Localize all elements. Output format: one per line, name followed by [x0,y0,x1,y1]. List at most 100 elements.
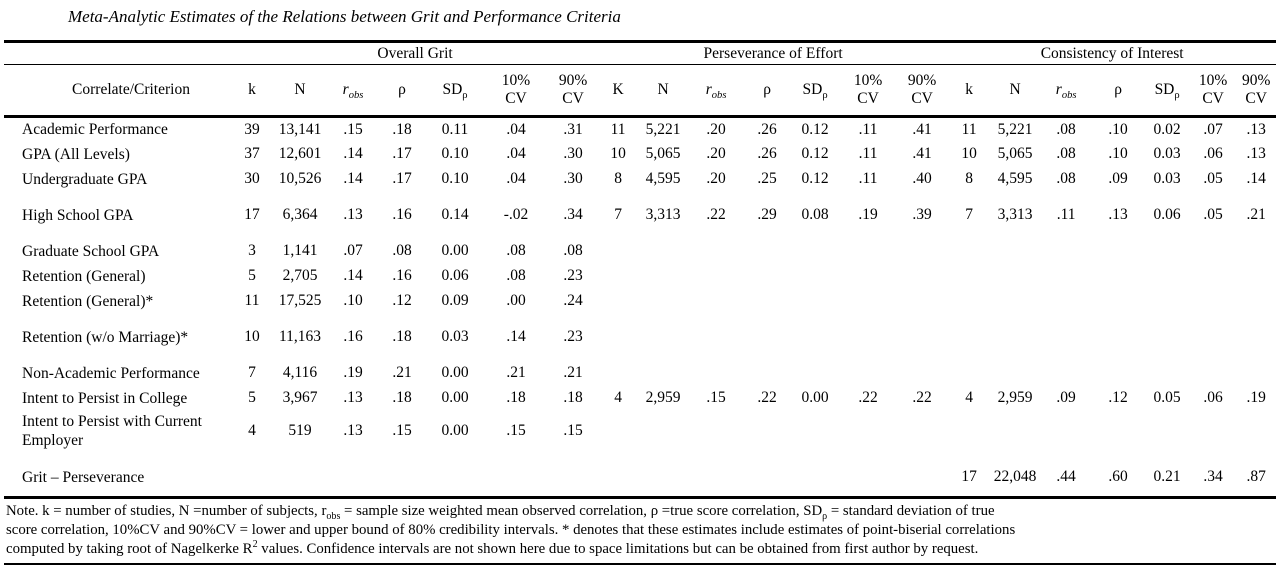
cell [484,465,548,490]
table-row: Retention (General)* 11 17,525 .10 .12 0.09 .0… [4,289,1276,314]
cell: .11 [858,120,878,138]
column-header: 10% CV [1190,64,1237,118]
cell: 5 [248,267,256,284]
cell: .18 [392,389,412,406]
cell [744,264,790,289]
table-row: Retention (General) 5 2,705 .14 .16 0.06 .08 .2… [4,264,1276,289]
cell: 17 [244,206,260,223]
cell [272,465,328,490]
cell [1236,289,1276,314]
cell: 4 [248,421,256,439]
cell: 2,959 [997,389,1033,406]
column-header: robs [1040,64,1093,118]
cell: .23 [563,267,583,284]
group-header-perseverance-of-effort: Perseverance of Effort [598,41,949,65]
cell [688,239,744,264]
cell: 13,141 [278,120,322,138]
cell: .13 [1108,206,1128,223]
cell [1144,289,1190,314]
cell: .14 [343,145,363,162]
cell [688,411,744,451]
cell [744,239,790,264]
cell: .31 [563,120,583,138]
cell: 0.09 [441,292,469,309]
cell: .14 [343,170,363,187]
data-table: Overall Grit Perseverance of Effort Cons… [4,40,1277,499]
cell [790,325,840,350]
column-header: ρ [378,64,426,118]
group-header-overall-grit: Overall Grit [232,41,599,65]
cell [1190,411,1236,451]
cell: 8 [965,170,973,187]
column-header: 90% CV [548,64,599,118]
cell [1092,361,1144,386]
cell [548,465,598,490]
cell: 0.03 [1153,170,1181,187]
column-header: SDρ [1144,64,1191,118]
row-label: Graduate School GPA [22,242,160,260]
cell [744,325,790,350]
cell: .08 [506,242,526,259]
cell [598,361,638,386]
row-label: GPA (All Levels) [22,145,130,163]
cell [1190,325,1236,350]
cell: 30 [244,170,260,187]
cell: -.02 [503,206,529,223]
cell: 0.00 [441,421,469,439]
cell: .15 [343,120,363,138]
cell [1092,264,1144,289]
cell: 0.11 [441,120,469,138]
cell [744,361,790,386]
cell [948,239,990,264]
cell: .13 [343,421,363,439]
table-row: GPA (All Levels) 37 12,601 .14 .17 0.10 .04 .30… [4,142,1276,167]
cell: .16 [392,206,412,223]
spacer-row [4,314,1276,325]
cell: .11 [1056,206,1076,223]
column-header: 90% CV [1236,64,1277,118]
cell [1040,325,1092,350]
cell [688,264,744,289]
cell [744,465,790,490]
cell: .18 [563,389,583,406]
cell: .41 [912,120,932,138]
cell: .18 [506,389,526,406]
cell: 10,526 [278,170,322,187]
cell: .22 [706,206,726,223]
cell: 6,364 [282,206,318,223]
cell: .08 [1056,145,1076,162]
cell: .13 [1246,145,1266,162]
cell [948,325,990,350]
cell: 0.10 [441,170,469,187]
cell: .07 [343,242,363,259]
row-label: Retention (w/o Marriage)* [22,328,189,346]
cell [638,465,688,490]
cell: 519 [288,421,312,439]
cell: .23 [563,328,583,345]
cell [1040,361,1092,386]
cell: 5,065 [645,145,681,162]
cell: .16 [343,328,363,345]
cell [896,325,948,350]
cell [990,361,1040,386]
cell: .20 [706,120,726,138]
cell: .29 [757,206,777,223]
cell: 0.12 [801,170,829,187]
cell: 3,967 [282,389,318,406]
table-row: Non-Academic Performance 7 4,116 .19 .21 0.00… [4,361,1276,386]
column-header: robs [688,64,745,118]
column-header: SDρ [790,64,841,118]
note-line-3: computed by taking root of Nagelkerke R2… [6,539,979,557]
cell [948,264,990,289]
cell: .21 [506,364,526,381]
cell [1092,239,1144,264]
cell: 11 [961,120,977,138]
cell: 0.12 [801,120,829,138]
cell: .09 [1108,170,1128,187]
cell [598,289,638,314]
cell: .30 [563,145,583,162]
cell: .41 [912,145,932,162]
cell: 0.00 [441,389,469,406]
table-row: Intent to Persist in College 5 3,967 .13 .18… [4,386,1276,411]
cell: .11 [858,145,878,162]
